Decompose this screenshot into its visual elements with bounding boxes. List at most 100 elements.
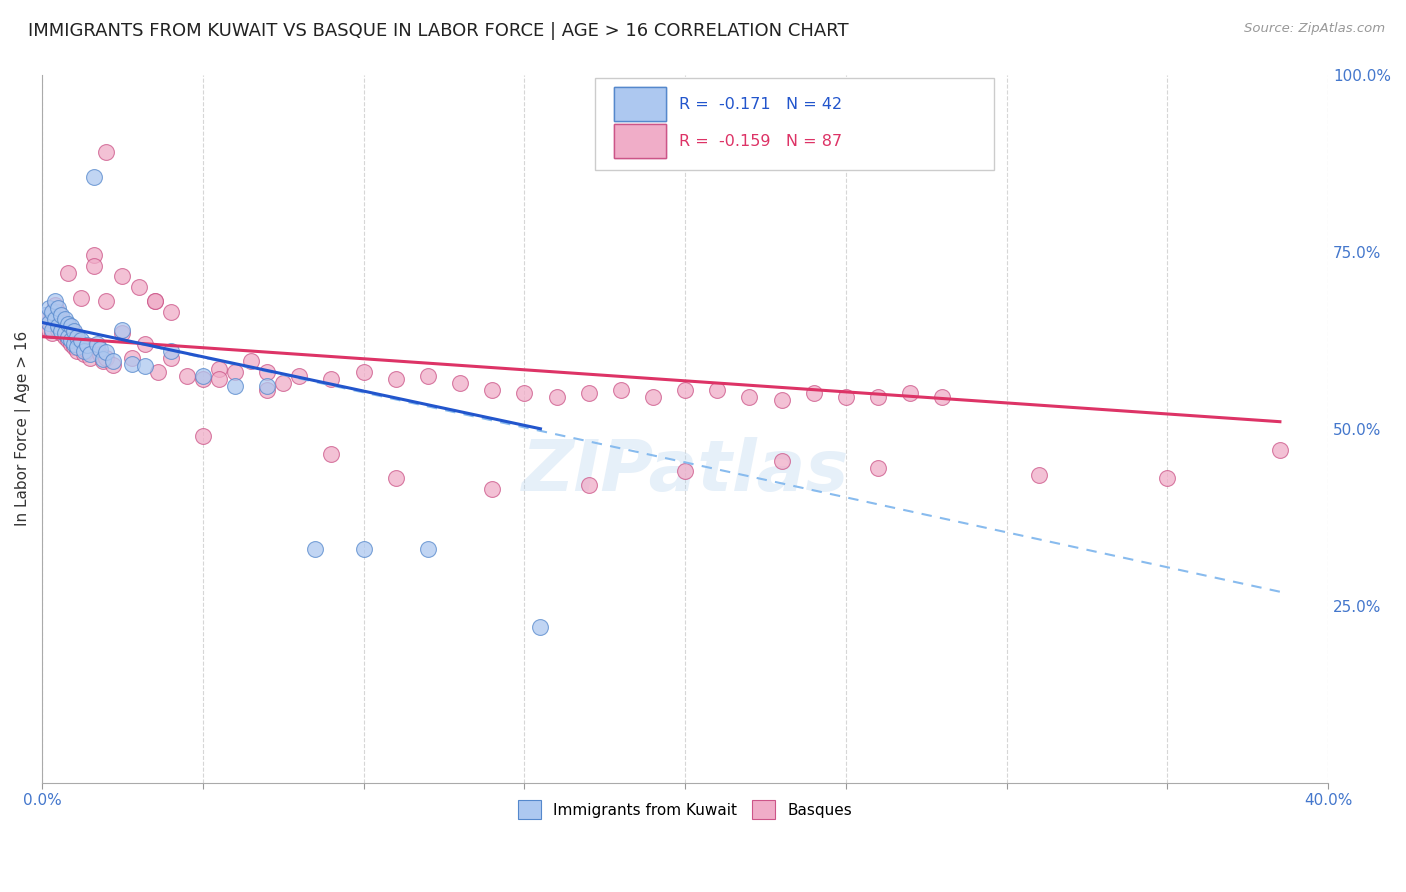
Point bbox=[56, 317, 79, 331]
Point bbox=[38, 301, 60, 316]
Point bbox=[41, 322, 63, 336]
Point bbox=[69, 336, 91, 351]
Point bbox=[111, 269, 134, 284]
Point bbox=[835, 390, 858, 404]
Point bbox=[53, 326, 76, 340]
Point bbox=[89, 347, 111, 361]
Point bbox=[191, 429, 214, 443]
Point bbox=[53, 312, 76, 326]
Point bbox=[256, 383, 278, 397]
Point bbox=[641, 390, 664, 404]
Point bbox=[96, 351, 118, 365]
Point bbox=[63, 336, 86, 351]
Point bbox=[56, 266, 79, 280]
Point bbox=[176, 368, 198, 383]
Point bbox=[60, 333, 83, 347]
Point bbox=[69, 291, 91, 305]
Point bbox=[416, 368, 439, 383]
Point bbox=[353, 365, 375, 379]
Point bbox=[46, 322, 69, 336]
Point bbox=[66, 343, 89, 358]
Point bbox=[101, 358, 124, 372]
Point bbox=[41, 305, 63, 319]
Point bbox=[898, 386, 921, 401]
Point bbox=[866, 390, 889, 404]
Point bbox=[159, 305, 181, 319]
Point bbox=[191, 368, 214, 383]
Point bbox=[79, 347, 101, 361]
Point bbox=[159, 343, 181, 358]
Point bbox=[159, 351, 181, 365]
Point bbox=[46, 305, 69, 319]
Point bbox=[76, 343, 98, 358]
Point bbox=[224, 365, 246, 379]
Point bbox=[56, 319, 79, 334]
Text: R =  -0.159   N = 87: R = -0.159 N = 87 bbox=[679, 135, 842, 149]
Point bbox=[546, 390, 568, 404]
Point bbox=[384, 471, 406, 485]
Text: ZIPatlas: ZIPatlas bbox=[522, 437, 849, 506]
Point bbox=[51, 309, 73, 323]
Point bbox=[578, 478, 600, 492]
Point bbox=[321, 446, 343, 460]
Point bbox=[63, 324, 86, 338]
Point bbox=[34, 309, 56, 323]
Point bbox=[91, 352, 114, 367]
Point bbox=[304, 542, 326, 557]
Point bbox=[111, 326, 134, 340]
Point bbox=[803, 386, 825, 401]
Point bbox=[51, 312, 73, 326]
Point bbox=[529, 620, 551, 634]
Point bbox=[91, 354, 114, 368]
Point bbox=[83, 248, 105, 262]
Point bbox=[143, 294, 166, 309]
Point bbox=[53, 329, 76, 343]
Point bbox=[66, 333, 89, 347]
Point bbox=[121, 357, 143, 371]
Point bbox=[384, 372, 406, 386]
Y-axis label: In Labor Force | Age > 16: In Labor Force | Age > 16 bbox=[15, 331, 31, 526]
Point bbox=[240, 354, 263, 368]
Point bbox=[51, 324, 73, 338]
Point bbox=[76, 338, 98, 352]
Point bbox=[79, 351, 101, 365]
Point bbox=[481, 482, 503, 496]
Point bbox=[41, 309, 63, 323]
Point bbox=[44, 294, 66, 309]
Point bbox=[73, 347, 96, 361]
Point bbox=[288, 368, 311, 383]
FancyBboxPatch shape bbox=[595, 78, 994, 170]
Point bbox=[673, 383, 696, 397]
Point bbox=[134, 359, 156, 374]
Point bbox=[256, 379, 278, 393]
Point bbox=[101, 354, 124, 368]
Point bbox=[1028, 467, 1050, 482]
Point bbox=[44, 316, 66, 330]
Point bbox=[83, 259, 105, 273]
Point bbox=[513, 386, 536, 401]
FancyBboxPatch shape bbox=[614, 124, 666, 158]
Point bbox=[208, 372, 231, 386]
Point bbox=[66, 329, 89, 343]
Point bbox=[191, 372, 214, 386]
Text: IMMIGRANTS FROM KUWAIT VS BASQUE IN LABOR FORCE | AGE > 16 CORRELATION CHART: IMMIGRANTS FROM KUWAIT VS BASQUE IN LABO… bbox=[28, 22, 849, 40]
Point bbox=[96, 145, 118, 160]
Point bbox=[60, 319, 83, 334]
Point bbox=[224, 379, 246, 393]
Point bbox=[56, 333, 79, 347]
Point bbox=[38, 309, 60, 323]
Point bbox=[1268, 443, 1291, 458]
Point bbox=[449, 376, 471, 390]
Point bbox=[866, 460, 889, 475]
Point bbox=[86, 336, 108, 351]
Point bbox=[44, 312, 66, 326]
Point bbox=[60, 322, 83, 336]
Point bbox=[673, 464, 696, 478]
Point bbox=[51, 326, 73, 340]
Point bbox=[770, 393, 793, 408]
Point bbox=[38, 316, 60, 330]
Point bbox=[69, 333, 91, 347]
Point bbox=[34, 312, 56, 326]
Point bbox=[46, 319, 69, 334]
Point bbox=[321, 372, 343, 386]
